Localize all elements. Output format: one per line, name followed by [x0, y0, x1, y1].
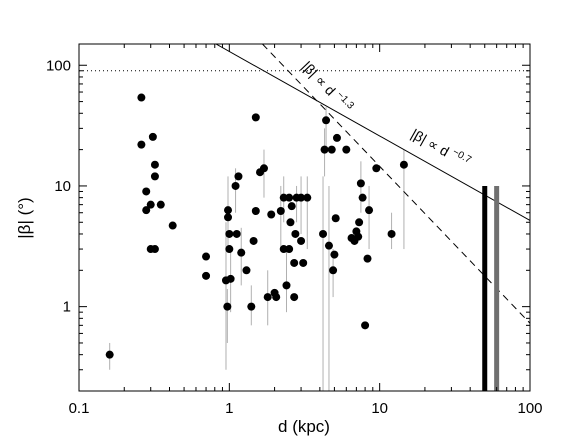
- data-point: [225, 245, 234, 254]
- data-point: [150, 245, 159, 254]
- data-point: [332, 133, 341, 142]
- data-point: [234, 172, 243, 181]
- data-point: [356, 179, 365, 188]
- data-point: [249, 236, 258, 245]
- data-point: [331, 214, 340, 223]
- data-point: [142, 187, 151, 196]
- fit-label-2: |β| ∝ d −0.7: [408, 125, 473, 172]
- data-point: [150, 160, 159, 169]
- data-points: [105, 93, 408, 359]
- reference-lines: [79, 44, 530, 324]
- data-point: [299, 258, 308, 267]
- data-point: [225, 229, 234, 238]
- fit-label-base: |β| ∝ d: [299, 58, 342, 101]
- data-point: [237, 248, 246, 257]
- data-point: [290, 258, 299, 267]
- data-point: [372, 164, 381, 173]
- y-tick-label: 1: [63, 299, 71, 316]
- data-point: [137, 140, 146, 149]
- data-point: [324, 241, 333, 250]
- vertical-bars: [482, 185, 500, 391]
- data-point: [327, 145, 336, 154]
- x-tick-label: 1: [225, 400, 233, 417]
- data-point: [247, 302, 256, 311]
- data-point: [150, 172, 159, 181]
- data-point: [285, 193, 294, 202]
- fit-label-exponent: −0.7: [450, 147, 473, 166]
- fit-line-solid: [215, 44, 530, 221]
- data-point: [342, 145, 351, 154]
- x-tick-label: 0.1: [69, 400, 90, 417]
- data-point: [146, 200, 155, 209]
- data-point: [276, 207, 285, 216]
- fit-line-labels: |β| ∝ d −1.3 |β| ∝ d −0.7: [299, 58, 473, 172]
- x-tick-label: 10: [371, 400, 388, 417]
- data-point: [355, 218, 364, 227]
- data-point: [251, 207, 260, 216]
- data-point: [263, 293, 272, 302]
- y-tick-label: 100: [46, 57, 71, 74]
- data-point: [156, 200, 165, 209]
- data-point: [105, 350, 114, 359]
- data-point: [285, 245, 294, 254]
- data-point: [287, 202, 296, 211]
- data-point: [365, 206, 374, 215]
- data-point: [137, 93, 146, 102]
- data-point: [202, 252, 211, 261]
- data-point: [399, 160, 408, 169]
- data-point: [231, 181, 240, 190]
- error-bars: [109, 107, 405, 391]
- fit-label-exponent: −1.3: [334, 90, 356, 112]
- data-point: [329, 266, 338, 275]
- data-point: [361, 321, 370, 330]
- data-point: [320, 145, 329, 154]
- data-point: [251, 113, 260, 122]
- fit-line-dashed: [262, 44, 530, 324]
- data-point: [202, 271, 211, 280]
- data-point: [242, 266, 251, 275]
- data-point: [286, 218, 295, 227]
- data-point: [303, 193, 312, 202]
- data-point: [387, 229, 396, 238]
- data-point: [363, 254, 372, 263]
- data-point: [290, 293, 299, 302]
- fit-label-text: |β| ∝ d −0.7: [408, 125, 473, 172]
- data-point: [322, 116, 331, 125]
- y-axis-label: |β| (°): [15, 197, 34, 238]
- y-tick-label: 10: [54, 178, 71, 195]
- data-point: [267, 210, 276, 219]
- data-point: [226, 274, 235, 283]
- data-point: [358, 193, 367, 202]
- data-point: [319, 229, 328, 238]
- data-point: [224, 206, 233, 215]
- data-point: [354, 232, 363, 241]
- data-point: [148, 132, 157, 141]
- data-point: [224, 213, 233, 222]
- x-tick-label: 100: [517, 400, 542, 417]
- axis-ticks: 0.1 1 10 100 1 10 100: [46, 44, 543, 417]
- data-point: [142, 206, 151, 215]
- data-point: [232, 229, 241, 238]
- data-point: [272, 293, 281, 302]
- data-point: [330, 250, 339, 259]
- data-point: [223, 302, 232, 311]
- data-point: [297, 236, 306, 245]
- plot-frame: [78, 43, 531, 392]
- data-point: [259, 164, 268, 173]
- x-axis-label: d (kpc): [278, 417, 330, 436]
- data-point: [168, 221, 177, 230]
- data-point: [282, 281, 291, 290]
- data-point: [291, 229, 300, 238]
- data-point: [297, 193, 306, 202]
